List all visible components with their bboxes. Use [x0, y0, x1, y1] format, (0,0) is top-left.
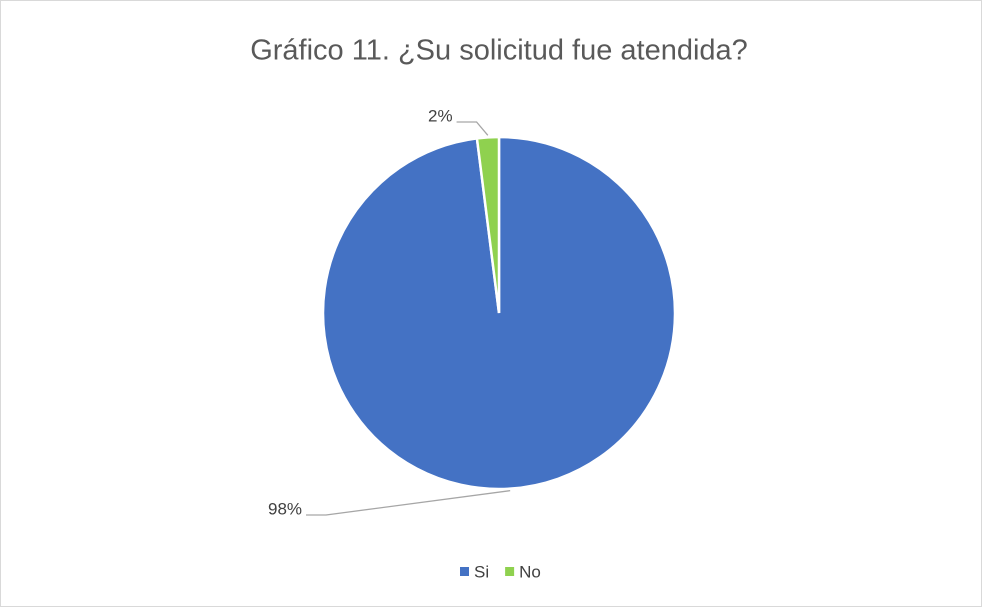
- data-label: 2%: [428, 106, 453, 125]
- legend-label: No: [519, 562, 541, 581]
- legend-swatch: [505, 567, 515, 576]
- leader-line: [456, 121, 489, 136]
- pie-slice: [475, 135, 501, 314]
- pie-slice: [321, 135, 677, 491]
- data-label: 98%: [268, 499, 302, 518]
- chart-title: Gráfico 11. ¿Su solicitud fue atendida?: [250, 35, 748, 67]
- leader-line: [306, 490, 511, 516]
- legend-swatch: [460, 567, 469, 576]
- legend-label: Si: [474, 562, 489, 581]
